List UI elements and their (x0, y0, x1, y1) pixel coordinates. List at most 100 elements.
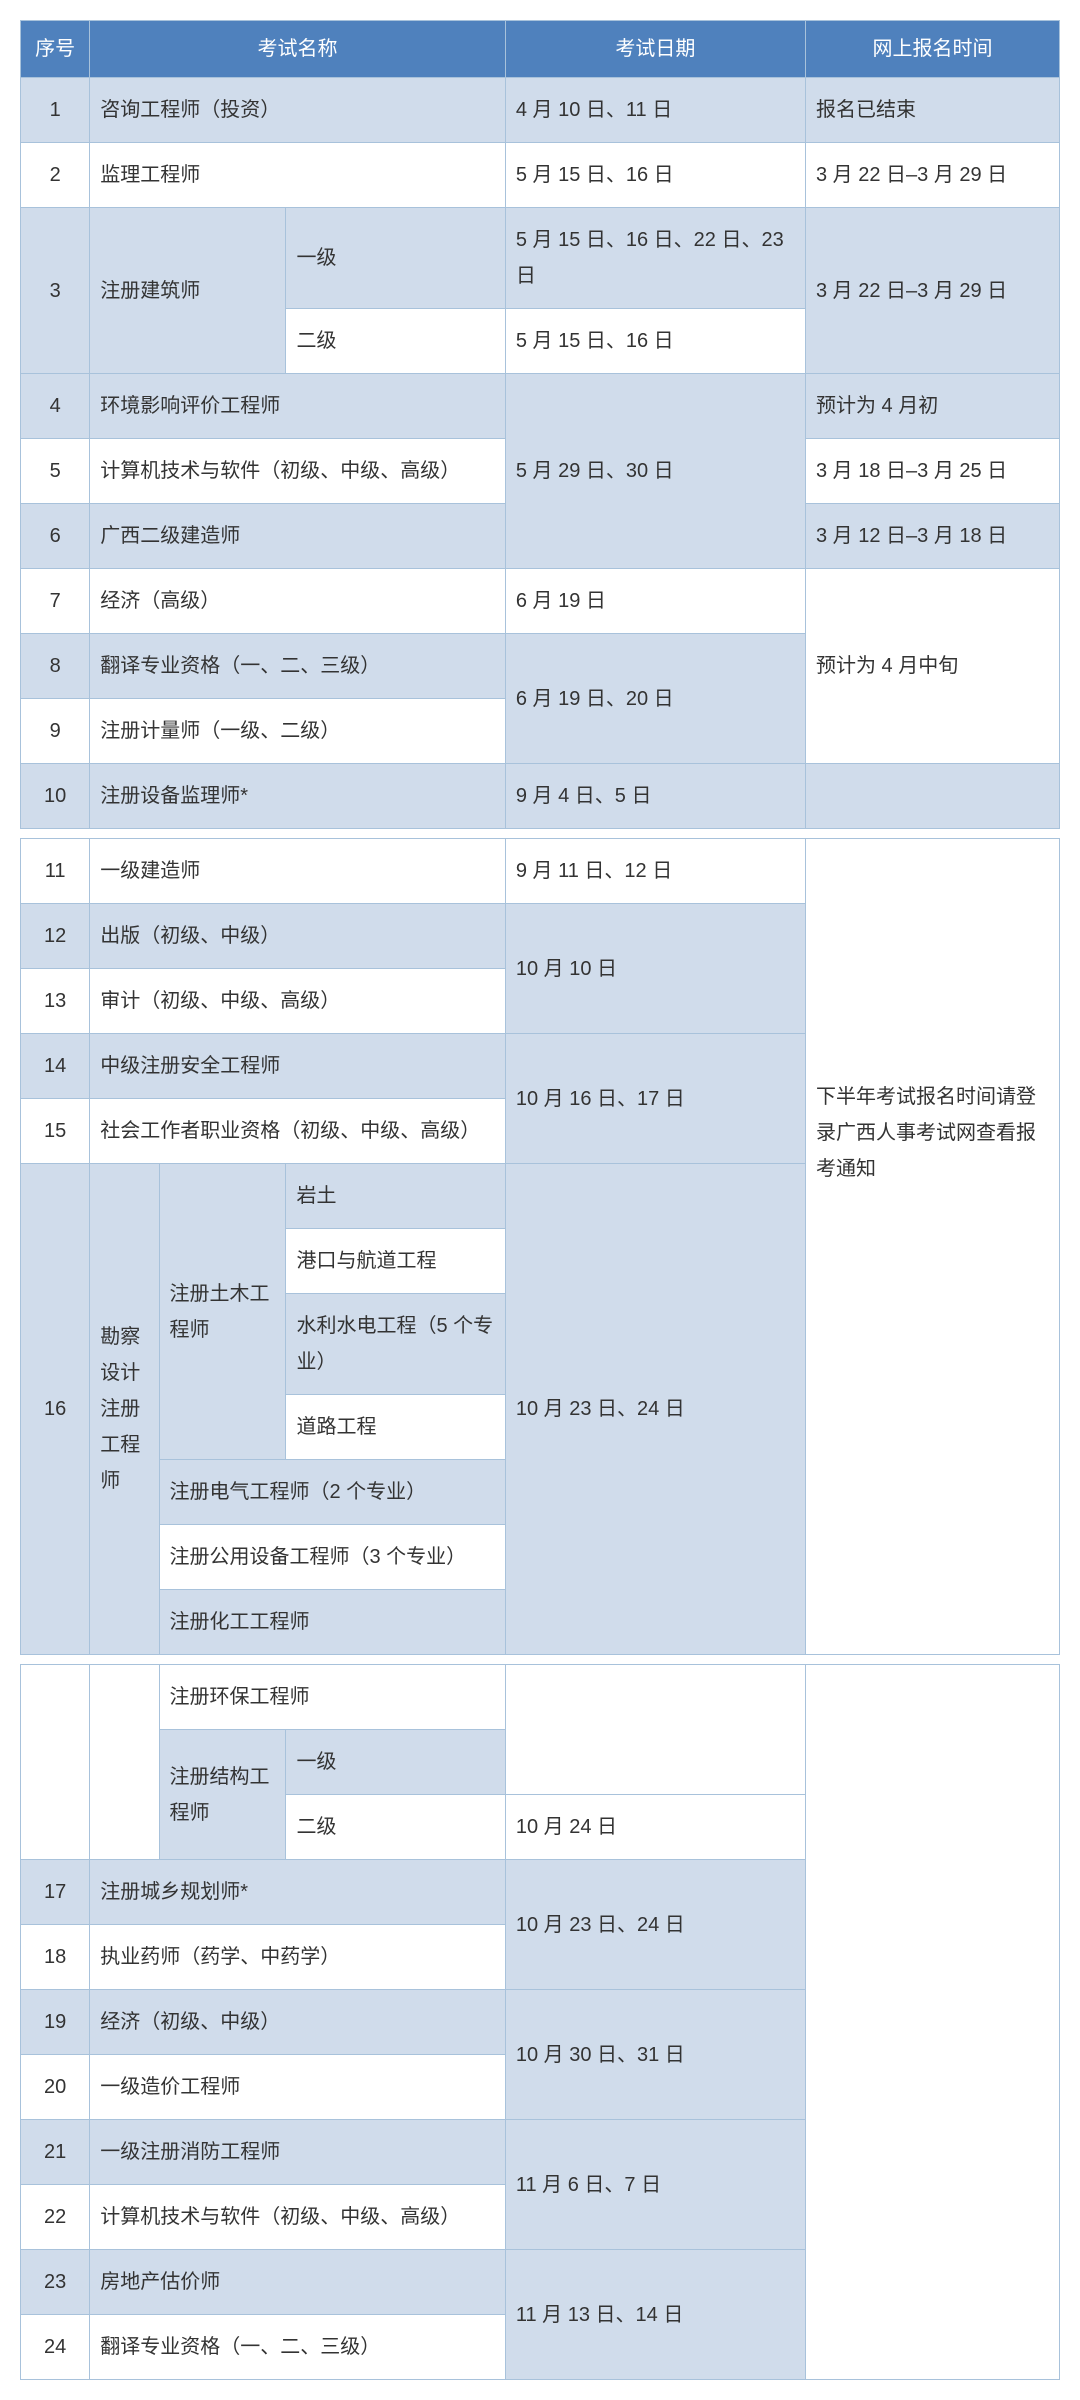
reg-cell: 3 月 12 日–3 月 18 日 (805, 504, 1059, 569)
name-cell: 监理工程师 (90, 143, 506, 208)
reg-cell: 3 月 22 日–3 月 29 日 (805, 143, 1059, 208)
civil-cell: 注册土木工程师 (159, 1164, 286, 1460)
sub-cell: 水利水电工程（5 个专业） (286, 1294, 505, 1395)
reg-cell: 预计为 4 月中旬 (805, 569, 1059, 764)
name-cell: 注册设备监理师* (90, 764, 506, 829)
name-cell: 计算机技术与软件（初级、中级、高级） (90, 2185, 506, 2250)
header-seq: 序号 (21, 21, 90, 78)
seq-cell: 23 (21, 2250, 90, 2315)
header-name: 考试名称 (90, 21, 506, 78)
seq-cell: 7 (21, 569, 90, 634)
table-row: 4 环境影响评价工程师 5 月 29 日、30 日 预计为 4 月初 (21, 374, 1060, 439)
reg-cell: 报名已结束 (805, 78, 1059, 143)
date-cell: 11 月 13 日、14 日 (505, 2250, 805, 2380)
level-cell: 一级 (286, 1730, 505, 1795)
name-cell: 翻译专业资格（一、二、三级） (90, 2315, 506, 2380)
table-row: 注册环保工程师 (21, 1665, 1060, 1730)
name-cell: 审计（初级、中级、高级） (90, 969, 506, 1034)
table-row: 11 一级建造师 9 月 11 日、12 日 下半年考试报名时间请登录广西人事考… (21, 839, 1060, 904)
seq-cell: 21 (21, 2120, 90, 2185)
name-cell: 注册城乡规划师* (90, 1860, 506, 1925)
name-cell: 一级注册消防工程师 (90, 2120, 506, 2185)
struct-cell: 注册结构工程师 (159, 1730, 286, 1860)
seq-cell: 15 (21, 1099, 90, 1164)
date-cell: 11 月 6 日、7 日 (505, 2120, 805, 2250)
seq-cell: 17 (21, 1860, 90, 1925)
table-row: 3 注册建筑师 一级 5 月 15 日、16 日、22 日、23 日 3 月 2… (21, 208, 1060, 309)
seq-cell: 10 (21, 764, 90, 829)
level-cell: 一级 (286, 208, 505, 309)
sub-cell: 道路工程 (286, 1395, 505, 1460)
seq-cell: 18 (21, 1925, 90, 1990)
date-cell: 4 月 10 日、11 日 (505, 78, 805, 143)
seq-cell: 2 (21, 143, 90, 208)
separator (21, 1655, 1060, 1665)
level-cell: 二级 (286, 309, 505, 374)
date-cell: 10 月 16 日、17 日 (505, 1034, 805, 1164)
seq-cell: 1 (21, 78, 90, 143)
name-cell: 注册建筑师 (90, 208, 286, 374)
seq-cell: 16 (21, 1164, 90, 1655)
reg-cell: 3 月 18 日–3 月 25 日 (805, 439, 1059, 504)
group-cell: 勘察设计注册工程师 (90, 1164, 159, 1655)
name-cell: 房地产估价师 (90, 2250, 506, 2315)
seq-cell: 8 (21, 634, 90, 699)
date-cell: 10 月 24 日 (505, 1795, 805, 1860)
header-row: 序号 考试名称 考试日期 网上报名时间 (21, 21, 1060, 78)
name-cell: 计算机技术与软件（初级、中级、高级） (90, 439, 506, 504)
table-row: 10 注册设备监理师* 9 月 4 日、5 日 (21, 764, 1060, 829)
reg-cell (805, 1665, 1059, 2380)
seq-cell: 22 (21, 2185, 90, 2250)
seq-cell: 3 (21, 208, 90, 374)
seq-cell: 19 (21, 1990, 90, 2055)
seq-cell: 9 (21, 699, 90, 764)
sub-cell: 岩土 (286, 1164, 505, 1229)
seq-cell (21, 1665, 90, 1860)
seq-cell: 24 (21, 2315, 90, 2380)
seq-cell: 12 (21, 904, 90, 969)
date-cell: 5 月 15 日、16 日 (505, 143, 805, 208)
name-cell: 广西二级建造师 (90, 504, 506, 569)
date-cell: 10 月 23 日、24 日 (505, 1164, 805, 1655)
seq-cell: 6 (21, 504, 90, 569)
date-cell: 6 月 19 日、20 日 (505, 634, 805, 764)
name-cell: 翻译专业资格（一、二、三级） (90, 634, 506, 699)
level-cell: 二级 (286, 1795, 505, 1860)
date-cell: 5 月 29 日、30 日 (505, 374, 805, 569)
date-cell: 6 月 19 日 (505, 569, 805, 634)
seq-cell: 5 (21, 439, 90, 504)
sub-cell: 注册环保工程师 (159, 1665, 505, 1730)
name-cell: 社会工作者职业资格（初级、中级、高级） (90, 1099, 506, 1164)
separator (21, 829, 1060, 839)
date-cell: 5 月 15 日、16 日、22 日、23 日 (505, 208, 805, 309)
date-cell: 10 月 23 日、24 日 (505, 1860, 805, 1990)
name-cell: 咨询工程师（投资） (90, 78, 506, 143)
table-row: 1 咨询工程师（投资） 4 月 10 日、11 日 报名已结束 (21, 78, 1060, 143)
seq-cell: 4 (21, 374, 90, 439)
header-reg: 网上报名时间 (805, 21, 1059, 78)
sub-cell: 注册化工工程师 (159, 1590, 505, 1655)
name-cell: 经济（高级） (90, 569, 506, 634)
seq-cell: 20 (21, 2055, 90, 2120)
name-cell: 环境影响评价工程师 (90, 374, 506, 439)
header-date: 考试日期 (505, 21, 805, 78)
group-cell (90, 1665, 159, 1860)
name-cell: 中级注册安全工程师 (90, 1034, 506, 1099)
table-row: 2 监理工程师 5 月 15 日、16 日 3 月 22 日–3 月 29 日 (21, 143, 1060, 208)
seq-cell: 11 (21, 839, 90, 904)
date-cell: 9 月 4 日、5 日 (505, 764, 805, 829)
sub-cell: 注册公用设备工程师（3 个专业） (159, 1525, 505, 1590)
sub-cell: 注册电气工程师（2 个专业） (159, 1460, 505, 1525)
date-cell: 10 月 10 日 (505, 904, 805, 1034)
date-cell: 9 月 11 日、12 日 (505, 839, 805, 904)
sub-cell: 港口与航道工程 (286, 1229, 505, 1294)
date-cell: 10 月 30 日、31 日 (505, 1990, 805, 2120)
seq-cell: 13 (21, 969, 90, 1034)
name-cell: 出版（初级、中级） (90, 904, 506, 969)
reg-cell (805, 764, 1059, 829)
reg-cell: 3 月 22 日–3 月 29 日 (805, 208, 1059, 374)
reg-cell: 下半年考试报名时间请登录广西人事考试网查看报考通知 (805, 839, 1059, 1655)
name-cell: 经济（初级、中级） (90, 1990, 506, 2055)
reg-cell: 预计为 4 月初 (805, 374, 1059, 439)
name-cell: 一级建造师 (90, 839, 506, 904)
